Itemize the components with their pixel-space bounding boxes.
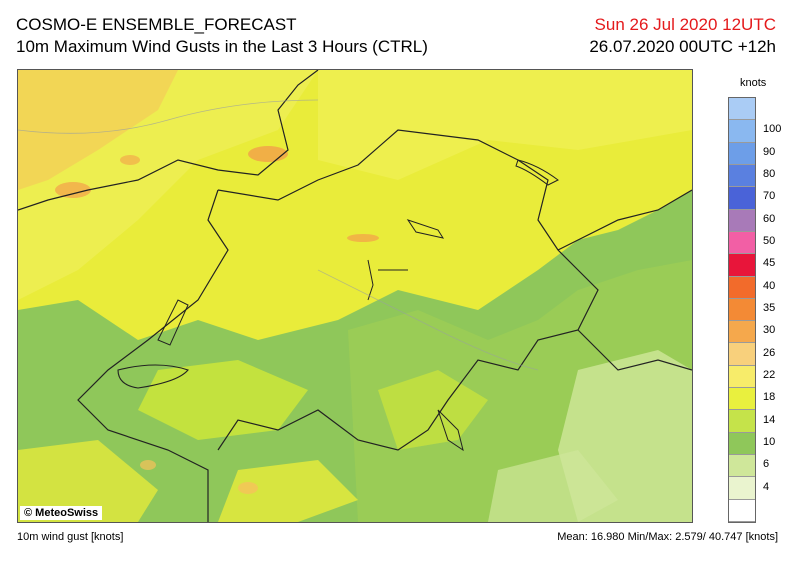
wind-gust-map[interactable]: © MeteoSwiss xyxy=(17,69,693,523)
legend-label: 90 xyxy=(763,145,776,158)
valid-time: Sun 26 Jul 2020 12UTC xyxy=(594,15,776,34)
title-line-1: COSMO-E ENSEMBLE_FORECAST xyxy=(16,15,297,34)
map-canvas xyxy=(18,70,692,522)
stats-label: Mean: 16.980 Min/Max: 2.579/ 40.747 [kno… xyxy=(557,531,778,543)
legend-unit: knots xyxy=(740,77,767,89)
legend-swatch xyxy=(729,120,755,143)
legend-swatch xyxy=(729,343,755,366)
legend-swatch xyxy=(729,187,755,210)
legend-label: 100 xyxy=(763,123,782,136)
legend-label: 45 xyxy=(763,257,776,270)
legend-swatch xyxy=(729,142,755,165)
legend-label: 70 xyxy=(763,190,776,203)
legend-label: 4 xyxy=(763,480,770,493)
legend-label: 35 xyxy=(763,302,776,314)
copyright-label: © MeteoSwiss xyxy=(20,506,103,520)
legend-swatch xyxy=(729,164,755,188)
legend-label: 30 xyxy=(763,324,776,337)
legend-label: 14 xyxy=(763,413,776,426)
legend-swatch xyxy=(729,276,755,299)
legend-label: 26 xyxy=(763,346,776,359)
forecast-time: Sun 26 Jul 2020 12UTC 26.07.2020 00UTC +… xyxy=(589,14,776,58)
color-legend xyxy=(728,97,756,523)
legend-swatch xyxy=(729,254,755,277)
legend-label: 40 xyxy=(763,279,776,292)
legend-label: 22 xyxy=(763,368,776,381)
legend-label: 50 xyxy=(763,235,776,248)
variable-label: 10m wind gust [knots] xyxy=(17,531,124,543)
legend-swatch xyxy=(729,432,755,456)
legend-swatch xyxy=(729,410,755,433)
legend-swatch xyxy=(729,499,755,522)
legend-swatch xyxy=(729,321,755,344)
title-line-2: 10m Maximum Wind Gusts in the Last 3 Hou… xyxy=(16,37,428,56)
legend-swatch xyxy=(729,209,755,232)
legend-label: 60 xyxy=(763,212,776,225)
legend-swatch xyxy=(729,298,755,322)
legend-swatch xyxy=(729,388,755,411)
legend-label: 10 xyxy=(763,435,776,448)
legend-swatch xyxy=(729,231,755,255)
legend-swatch xyxy=(729,455,755,478)
legend-label: 18 xyxy=(763,391,776,404)
legend-swatch xyxy=(729,365,755,389)
run-time: 26.07.2020 00UTC +12h xyxy=(589,37,776,56)
legend-swatch xyxy=(729,98,755,121)
legend-label: 80 xyxy=(763,168,776,181)
chart-title: COSMO-E ENSEMBLE_FORECAST 10m Maximum Wi… xyxy=(16,14,428,58)
legend-swatch xyxy=(729,477,755,500)
legend-label: 6 xyxy=(763,458,770,471)
